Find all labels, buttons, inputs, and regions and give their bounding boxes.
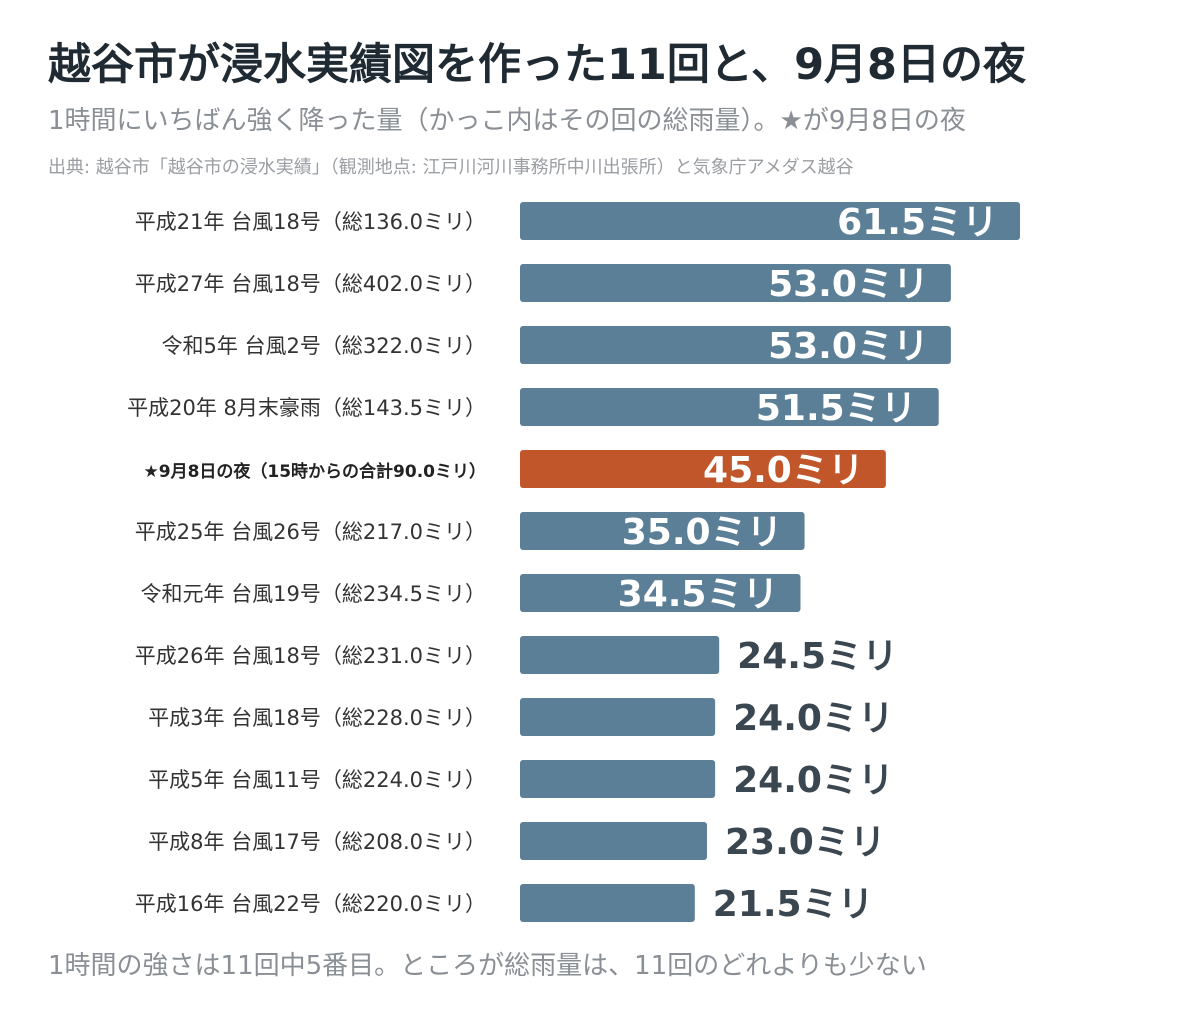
category-label: 平成5年 台風11号（総224.0ミリ） xyxy=(148,768,486,792)
category-label: 平成8年 台風17号（総208.0ミリ） xyxy=(148,830,486,854)
value-label: 24.0ミリ xyxy=(733,698,894,739)
value-label: 21.5ミリ xyxy=(713,884,874,925)
category-label: 平成21年 台風18号（総136.0ミリ） xyxy=(135,210,486,234)
chart-title: 越谷市が浸水実績図を作った11回と、9月8日の夜 xyxy=(48,40,1026,90)
value-label: 24.0ミリ xyxy=(733,760,894,801)
bar xyxy=(520,822,707,860)
category-label: 令和5年 台風2号（総322.0ミリ） xyxy=(161,334,486,358)
value-label: 53.0ミリ xyxy=(768,326,929,367)
category-label: 平成3年 台風18号（総228.0ミリ） xyxy=(148,706,486,730)
category-label: 平成26年 台風18号（総231.0ミリ） xyxy=(135,644,486,668)
bar xyxy=(520,388,939,426)
chart-source: 出典: 越谷市「越谷市の浸水実績」（観測地点: 江戸川河川事務所中川出張所）と気… xyxy=(48,157,854,178)
bar xyxy=(520,636,720,674)
category-label: ★9月8日の夜（15時からの合計90.0ミリ） xyxy=(144,461,487,482)
category-label: 平成20年 8月末豪雨（総143.5ミリ） xyxy=(127,396,486,420)
category-label: 令和元年 台風19号（総234.5ミリ） xyxy=(140,582,486,606)
value-label: 61.5ミリ xyxy=(837,202,998,243)
value-label: 24.5ミリ xyxy=(737,636,898,677)
chart-subtitle: 1時間にいちばん強く降った量（かっこ内はその回の総雨量）。★が9月8日の夜 xyxy=(48,106,966,136)
value-label: 35.0ミリ xyxy=(622,512,783,553)
category-label: 平成27年 台風18号（総402.0ミリ） xyxy=(135,272,486,296)
bar xyxy=(520,512,805,550)
bar xyxy=(520,698,716,736)
value-label: 34.5ミリ xyxy=(618,574,779,615)
chart-footer-note: 1時間の強さは11回中5番目。ところが総雨量は、11回のどれよりも少ない xyxy=(48,951,927,981)
bar xyxy=(520,326,951,364)
bar xyxy=(520,884,695,922)
category-label: 平成25年 台風26号（総217.0ミリ） xyxy=(135,520,486,544)
bar xyxy=(520,574,801,612)
value-label: 23.0ミリ xyxy=(725,822,886,863)
bar xyxy=(520,264,951,302)
bar xyxy=(520,202,1020,240)
value-label: 53.0ミリ xyxy=(768,264,929,305)
category-label: 平成16年 台風22号（総220.0ミリ） xyxy=(135,892,486,916)
bar xyxy=(520,760,716,798)
value-label: 51.5ミリ xyxy=(756,388,917,429)
bar-highlight xyxy=(520,450,886,488)
value-label: 45.0ミリ xyxy=(703,450,864,491)
